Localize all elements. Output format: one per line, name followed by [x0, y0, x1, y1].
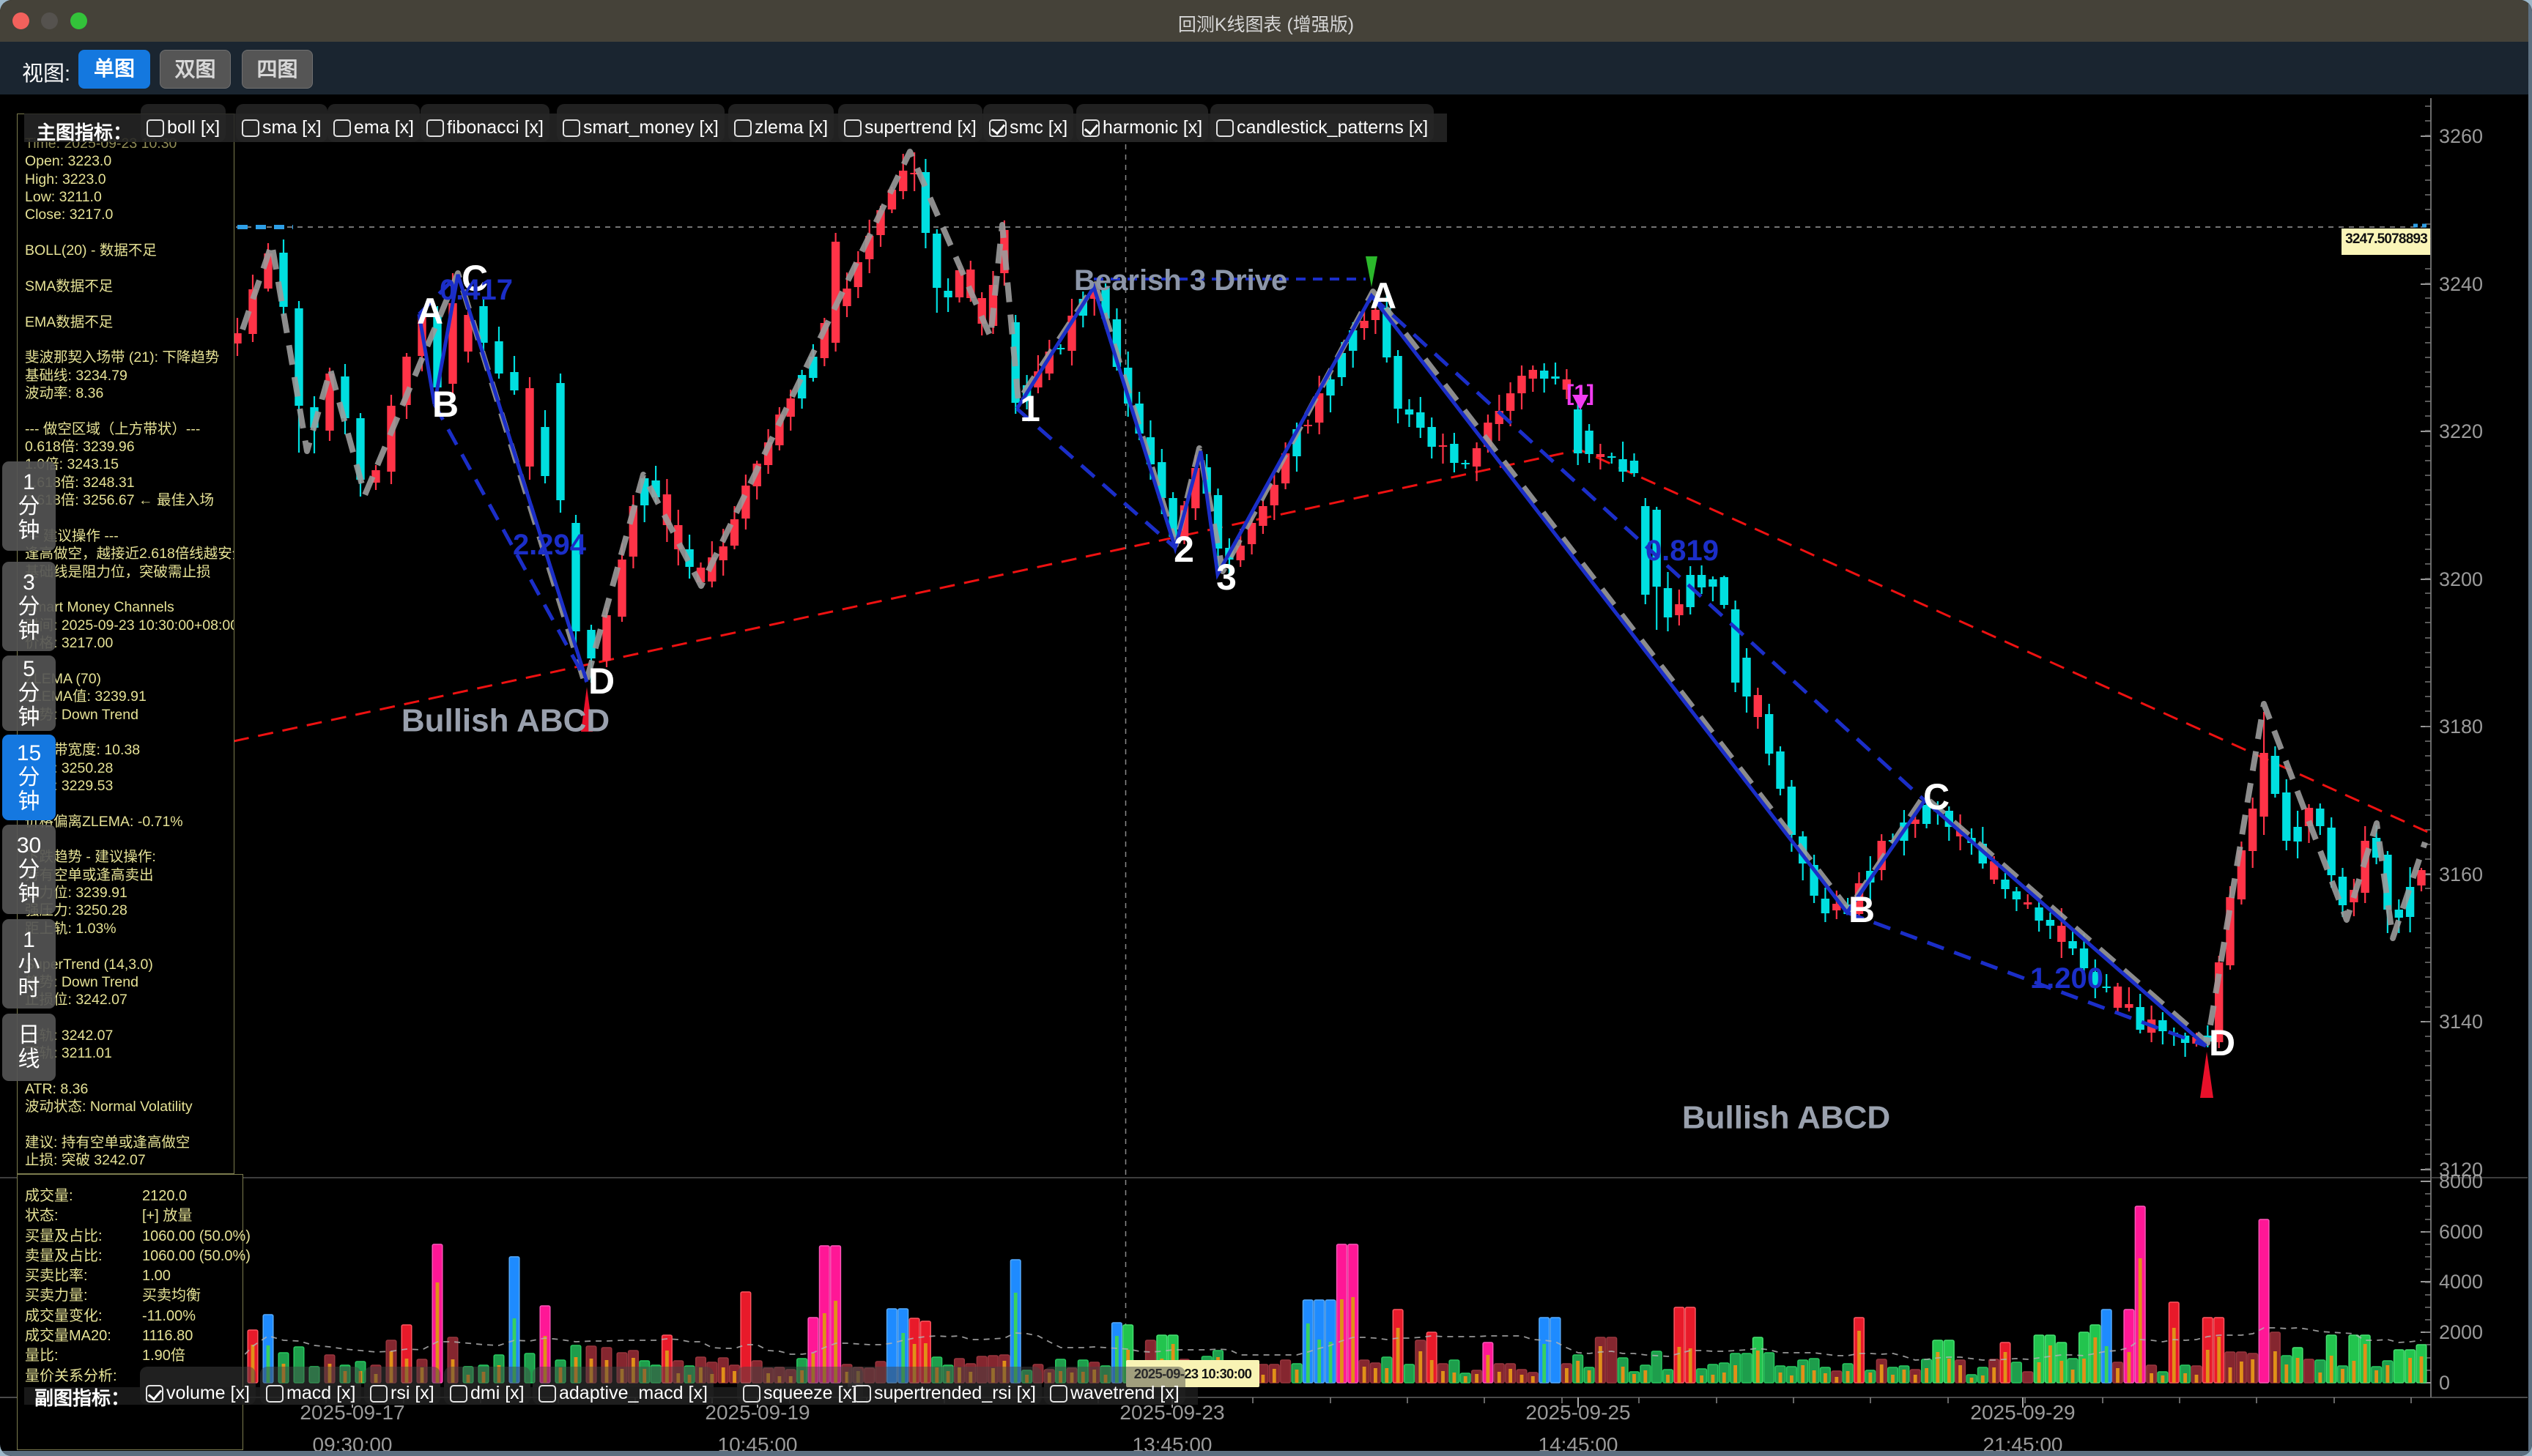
svg-text:3180: 3180	[2439, 716, 2483, 738]
svg-text:Bullish ABCD: Bullish ABCD	[401, 703, 610, 739]
svg-text:B: B	[432, 384, 459, 425]
svg-text:3240: 3240	[2439, 273, 2483, 295]
svg-text:Bullish ABCD: Bullish ABCD	[1682, 1100, 1890, 1136]
svg-text:2025-09-23: 2025-09-23	[1119, 1401, 1224, 1424]
svg-text:2000: 2000	[2439, 1321, 2483, 1343]
svg-text:2.294: 2.294	[513, 529, 587, 561]
svg-text:2025-09-25: 2025-09-25	[1525, 1401, 1630, 1424]
svg-text:Bearish 3 Drive: Bearish 3 Drive	[1074, 264, 1287, 297]
svg-text:C: C	[1923, 776, 1950, 817]
svg-text:1: 1	[1020, 388, 1040, 429]
svg-text:C: C	[462, 258, 488, 299]
svg-text:0.417: 0.417	[440, 274, 513, 306]
svg-text:3260: 3260	[2439, 125, 2483, 147]
svg-text:1.200: 1.200	[2030, 962, 2103, 995]
svg-text:3120: 3120	[2439, 1159, 2483, 1181]
svg-text:3200: 3200	[2439, 568, 2483, 590]
svg-text:3: 3	[1216, 557, 1237, 598]
svg-text:B: B	[1848, 889, 1875, 930]
svg-text:4000: 4000	[2439, 1271, 2483, 1293]
svg-text:2025-09-19: 2025-09-19	[705, 1401, 810, 1424]
svg-text:A: A	[417, 291, 443, 332]
svg-text:3140: 3140	[2439, 1011, 2483, 1033]
svg-text:3220: 3220	[2439, 420, 2483, 442]
svg-text:2025-09-17: 2025-09-17	[300, 1401, 404, 1424]
svg-text:3160: 3160	[2439, 863, 2483, 885]
svg-text:D: D	[588, 661, 615, 702]
svg-text:0: 0	[2439, 1372, 2450, 1394]
svg-text:D: D	[2209, 1022, 2235, 1063]
svg-text:6000: 6000	[2439, 1221, 2483, 1243]
svg-text:2: 2	[1174, 529, 1194, 570]
svg-text:A: A	[1370, 275, 1396, 316]
svg-text:0.819: 0.819	[1646, 535, 1719, 567]
svg-text:2025-09-29: 2025-09-29	[1970, 1401, 2075, 1424]
svg-text:3247.5078893: 3247.5078893	[2345, 231, 2427, 247]
svg-text:8000: 8000	[2439, 1170, 2483, 1192]
